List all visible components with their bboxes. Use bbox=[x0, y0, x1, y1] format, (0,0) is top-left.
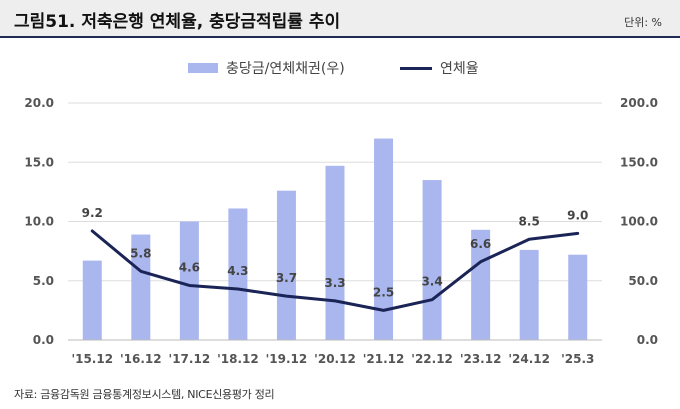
data-label: 3.4 bbox=[421, 275, 442, 289]
x-tick-label: '20.12 bbox=[314, 352, 356, 366]
y-left-tick-label: 0.0 bbox=[33, 333, 54, 347]
legend-label-line: 연체율 bbox=[440, 61, 479, 77]
y-right-tick-label: 150.0 bbox=[620, 155, 658, 169]
bar bbox=[422, 180, 442, 340]
chart-title: 그림51. 저축은행 연체율, 충당금적립률 추이 bbox=[14, 12, 341, 32]
data-label: 9.0 bbox=[567, 208, 588, 222]
x-tick-label: '19.12 bbox=[266, 352, 308, 366]
source-note: 자료: 금융감독원 금융통계정보시스템, NICE신용평가 정리 bbox=[14, 388, 275, 401]
header-divider bbox=[0, 36, 680, 38]
y-left-tick-label: 5.0 bbox=[33, 274, 54, 288]
legend-item-line: 연체율 bbox=[400, 58, 479, 78]
legend-label-bar: 충당금/연체채권(우) bbox=[226, 61, 345, 77]
y-left-tick-label: 20.0 bbox=[24, 96, 54, 110]
line-series bbox=[90, 229, 580, 312]
bar bbox=[228, 208, 248, 340]
bar bbox=[179, 221, 199, 340]
axes: 0.0 5.0 10.0 15.0 20.0 0.0 50.0 100.0 150.0 200.0… bbox=[24, 96, 658, 366]
x-tick-label: '16.12 bbox=[120, 352, 162, 366]
header bbox=[0, 0, 680, 38]
data-label: 9.2 bbox=[82, 206, 103, 220]
bar-series bbox=[82, 138, 588, 340]
x-tick-label: '25.3 bbox=[561, 352, 594, 366]
chart-area: 9.2 5.8 4.6 4.3 3.7 3.3 2.5 3.4 6.6 8.5 9.0 0.0 5.0… bbox=[24, 96, 658, 366]
data-label: 2.5 bbox=[373, 285, 394, 299]
data-label: 8.5 bbox=[519, 214, 540, 228]
data-label: 4.3 bbox=[227, 264, 248, 278]
data-label: 3.3 bbox=[324, 276, 345, 290]
data-labels: 9.2 5.8 4.6 4.3 3.7 3.3 2.5 3.4 6.6 8.5 9.0 bbox=[82, 206, 589, 299]
legend-swatch-bar bbox=[188, 63, 218, 73]
y-right-tick-label: 50.0 bbox=[628, 274, 658, 288]
x-tick-label: '23.12 bbox=[460, 352, 502, 366]
x-tick-label: '24.12 bbox=[508, 352, 550, 366]
bar bbox=[325, 165, 345, 340]
x-tick-label: '18.12 bbox=[217, 352, 259, 366]
x-tick-label: '15.12 bbox=[71, 352, 113, 366]
x-tick-label: '22.12 bbox=[411, 352, 453, 366]
bar bbox=[519, 249, 539, 340]
data-label: 6.6 bbox=[470, 237, 491, 251]
x-tick-label: '17.12 bbox=[169, 352, 211, 366]
bar bbox=[471, 229, 491, 340]
y-right-tick-label: 0.0 bbox=[637, 333, 658, 347]
y-right-tick-label: 200.0 bbox=[620, 96, 658, 110]
y-left-tick-label: 15.0 bbox=[24, 155, 54, 169]
unit-label: 단위: % bbox=[624, 16, 662, 29]
bar bbox=[374, 138, 394, 340]
legend-item-bar: 충당금/연체채권(우) bbox=[188, 58, 345, 78]
legend: 충당금/연체채권(우) 연체율 bbox=[0, 58, 680, 82]
bar bbox=[131, 234, 151, 340]
y-left-tick-label: 10.0 bbox=[24, 215, 54, 229]
data-label: 4.6 bbox=[179, 260, 200, 274]
data-label: 3.7 bbox=[276, 271, 297, 285]
y-right-tick-label: 100.0 bbox=[620, 215, 658, 229]
bar bbox=[568, 254, 588, 340]
series-line bbox=[90, 229, 580, 312]
x-tick-label: '21.12 bbox=[363, 352, 405, 366]
data-label: 5.8 bbox=[130, 246, 151, 260]
bar bbox=[82, 260, 102, 340]
bar bbox=[276, 190, 296, 340]
legend-swatch-line bbox=[400, 66, 432, 70]
